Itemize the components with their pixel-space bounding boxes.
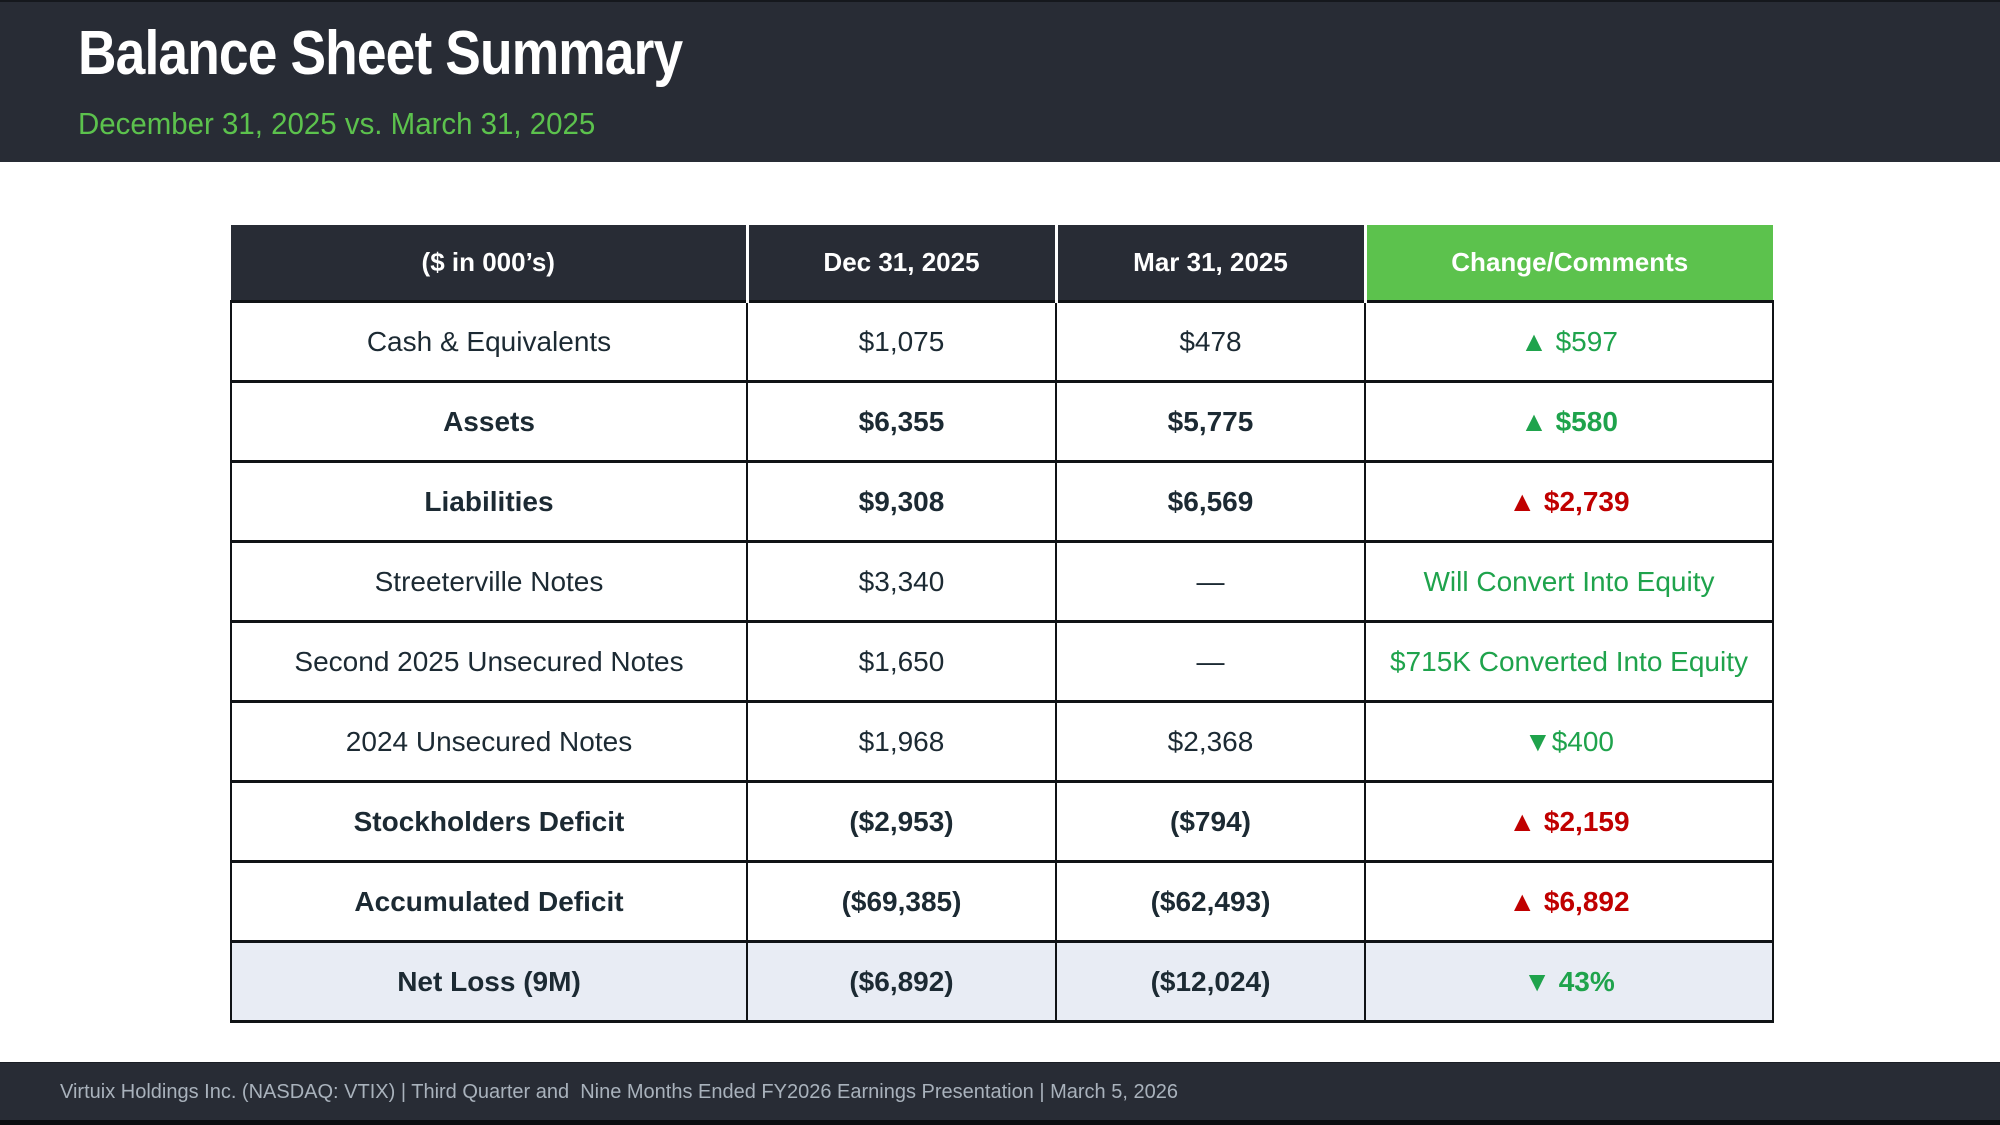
cell-mar-value: — [1055, 540, 1366, 623]
column-header-mar: Mar 31, 2025 [1054, 225, 1365, 302]
row-label: Cash & Equivalents [230, 300, 748, 383]
cell-mar-value: $2,368 [1055, 700, 1366, 783]
title-band: Balance Sheet Summary December 31, 2025 … [0, 0, 2000, 162]
table-header: ($ in 000’s) Dec 31, 2025 Mar 31, 2025 C… [231, 225, 1773, 302]
cell-dec-value: $6,355 [746, 380, 1057, 463]
cell-dec-value: $1,650 [746, 620, 1057, 703]
row-label: 2024 Unsecured Notes [230, 700, 748, 783]
cell-mar-value: ($12,024) [1055, 940, 1366, 1023]
table-row: Net Loss (9M) ($6,892) ($12,024) ▼ 43% [230, 940, 1774, 1023]
footer-band: Virtuix Holdings Inc. (NASDAQ: VTIX) | T… [0, 1062, 2000, 1120]
row-label: Stockholders Deficit [230, 780, 748, 863]
cell-dec-value: $3,340 [746, 540, 1057, 623]
column-header-change: Change/Comments [1363, 225, 1773, 302]
table-row: Accumulated Deficit ($69,385) ($62,493) ▲ $… [230, 860, 1774, 943]
balance-sheet-table: ($ in 000’s) Dec 31, 2025 Mar 31, 2025 C… [230, 225, 1774, 1023]
cell-mar-value: — [1055, 620, 1366, 703]
table-row: 2024 Unsecured Notes $1,968 $2,368 ▼$400 [230, 700, 1774, 783]
page-title: Balance Sheet Summary [78, 19, 683, 88]
cell-dec-value: $1,075 [746, 300, 1057, 383]
cell-dec-value: $9,308 [746, 460, 1057, 543]
cell-mar-value: $6,569 [1055, 460, 1366, 543]
table-header-row: ($ in 000’s) Dec 31, 2025 Mar 31, 2025 C… [231, 225, 1773, 302]
footer-text: Virtuix Holdings Inc. (NASDAQ: VTIX) | T… [60, 1081, 1178, 1103]
cell-change: ▼$400 [1364, 700, 1774, 783]
row-label: Assets [230, 380, 748, 463]
cell-mar-value: $5,775 [1055, 380, 1366, 463]
cell-change: ▲ $2,159 [1364, 780, 1774, 863]
bottom-edge-strip [0, 1120, 2000, 1125]
cell-dec-value: $1,968 [746, 700, 1057, 783]
table-row: Streeterville Notes $3,340— Will Convert I… [230, 540, 1774, 623]
row-label: Second 2025 Unsecured Notes [230, 620, 748, 703]
row-label: Net Loss (9M) [230, 940, 748, 1023]
row-label: Streeterville Notes [230, 540, 748, 623]
table-row: Cash & Equivalents $1,075 $478 ▲ $597 [230, 300, 1774, 383]
cell-mar-value: $478 [1055, 300, 1366, 383]
page-subtitle: December 31, 2025 vs. March 31, 2025 [78, 106, 596, 141]
cell-change: ▼ 43% [1364, 940, 1774, 1023]
cell-mar-value: ($62,493) [1055, 860, 1366, 943]
cell-change: Will Convert Into Equity [1364, 540, 1774, 623]
table-row: Assets $6,355 $5,775 ▲ $580 [230, 380, 1774, 463]
cell-change: ▲ $580 [1364, 380, 1774, 463]
cell-change: ▲ $2,739 [1364, 460, 1774, 543]
column-header-units: ($ in 000’s) [231, 225, 747, 302]
row-label: Liabilities [230, 460, 748, 543]
cell-change: ▲ $597 [1364, 300, 1774, 383]
table-row: Liabilities $9,308 $6,569 ▲ $2,739 [230, 460, 1774, 543]
cell-dec-value: ($2,953) [746, 780, 1057, 863]
table-row: Stockholders Deficit ($2,953) ($794) ▲ $2,1… [230, 780, 1774, 863]
row-label: Accumulated Deficit [230, 860, 748, 943]
table-row: Second 2025 Unsecured Notes $1,650— $715K … [230, 620, 1774, 703]
column-header-dec: Dec 31, 2025 [745, 225, 1056, 302]
cell-dec-value: ($69,385) [746, 860, 1057, 943]
cell-dec-value: ($6,892) [746, 940, 1057, 1023]
cell-change: ▲ $6,892 [1364, 860, 1774, 943]
table-body: Cash & Equivalents $1,075 $478 ▲ $597 Assets… [230, 300, 1774, 1023]
cell-mar-value: ($794) [1055, 780, 1366, 863]
cell-change: $715K Converted Into Equity [1364, 620, 1774, 703]
